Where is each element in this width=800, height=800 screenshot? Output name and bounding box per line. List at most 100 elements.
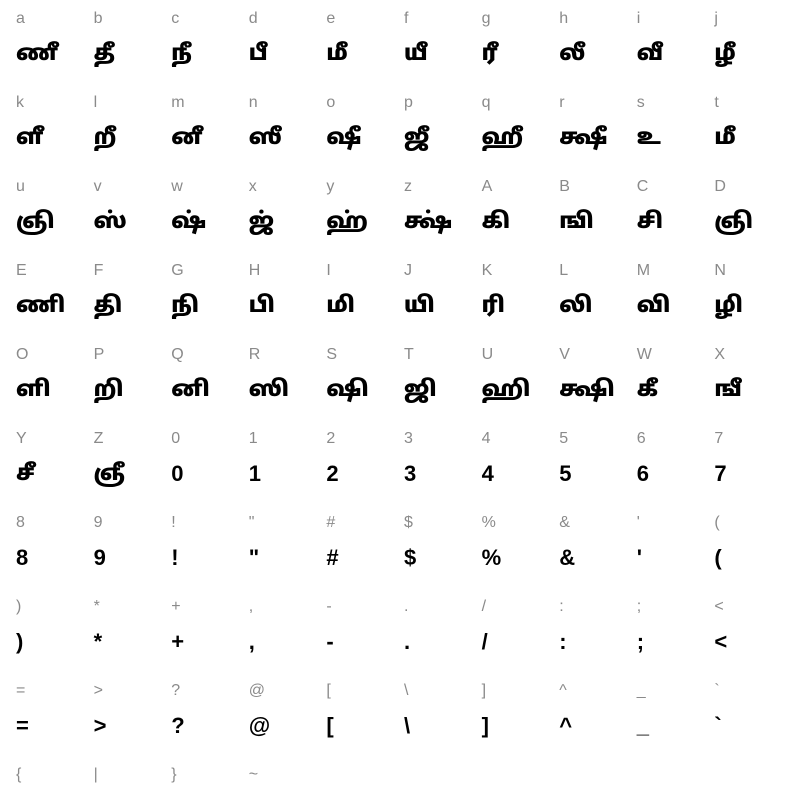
charmap-cell: Rஸி (249, 340, 327, 424)
charmap-cell: gரீ (482, 4, 560, 88)
charmap-glyph: [ (326, 706, 404, 746)
charmap-cell: || (94, 760, 172, 800)
charmap-label: m (171, 88, 249, 118)
charmap-glyph: ; (637, 622, 715, 662)
charmap-glyph: 9 (94, 538, 172, 578)
charmap-label: 8 (16, 508, 94, 538)
charmap-glyph: % (482, 538, 560, 578)
charmap-cell: ,, (249, 592, 327, 676)
character-map-grid: aணீbதீcநீdபீeமீfயீgரீhலீiவீjழீkளீlறீmனீn… (0, 0, 800, 800)
charmap-glyph: + (171, 622, 249, 662)
charmap-label: * (94, 592, 172, 622)
charmap-cell: mனீ (171, 88, 249, 172)
charmap-glyph: ஙீ (714, 370, 792, 410)
charmap-cell: 77 (714, 424, 792, 508)
charmap-label: | (94, 760, 172, 790)
charmap-label: . (404, 592, 482, 622)
charmap-glyph: பி (249, 286, 327, 326)
charmap-label: 5 (559, 424, 637, 454)
charmap-glyph: றீ (94, 118, 172, 158)
charmap-glyph: ஞீ (94, 454, 172, 494)
charmap-cell: "" (249, 508, 327, 592)
charmap-label: f (404, 4, 482, 34)
charmap-glyph: 0 (171, 454, 249, 494)
charmap-label: ' (637, 508, 715, 538)
charmap-cell: !! (171, 508, 249, 592)
charmap-glyph: = (16, 706, 94, 746)
charmap-glyph: , (249, 622, 327, 662)
charmap-label: b (94, 4, 172, 34)
charmap-label: s (637, 88, 715, 118)
charmap-label: d (249, 4, 327, 34)
charmap-cell: Bஙி (559, 172, 637, 256)
charmap-label: E (16, 256, 94, 286)
charmap-label: u (16, 172, 94, 202)
charmap-label: I (326, 256, 404, 286)
charmap-glyph: " (249, 538, 327, 578)
charmap-glyph: றி (94, 370, 172, 410)
charmap-glyph: தீ (94, 34, 172, 74)
charmap-cell: 11 (249, 424, 327, 508)
charmap-label: : (559, 592, 637, 622)
charmap-cell: $$ (404, 508, 482, 592)
charmap-cell: ** (94, 592, 172, 676)
charmap-cell: 33 (404, 424, 482, 508)
charmap-glyph: < (714, 622, 792, 662)
charmap-label: 2 (326, 424, 404, 454)
charmap-glyph: > (94, 706, 172, 746)
charmap-glyph: ரி (482, 286, 560, 326)
charmap-glyph: . (404, 622, 482, 662)
charmap-label: # (326, 508, 404, 538)
charmap-label: ( (714, 508, 792, 538)
charmap-cell: Oளி (16, 340, 94, 424)
charmap-glyph: | (94, 790, 172, 800)
charmap-cell: lறீ (94, 88, 172, 172)
charmap-glyph: ஙி (559, 202, 637, 242)
charmap-label: a (16, 4, 94, 34)
charmap-glyph: லி (559, 286, 637, 326)
charmap-glyph: ! (171, 538, 249, 578)
charmap-label: v (94, 172, 172, 202)
charmap-cell: aணீ (16, 4, 94, 88)
charmap-label: B (559, 172, 637, 202)
charmap-glyph: ழீ (714, 34, 792, 74)
charmap-label: { (16, 760, 94, 790)
charmap-label: J (404, 256, 482, 286)
charmap-glyph: $ (404, 538, 482, 578)
charmap-label: h (559, 4, 637, 34)
charmap-cell: ]] (482, 676, 560, 760)
charmap-glyph: வி (637, 286, 715, 326)
charmap-label: w (171, 172, 249, 202)
charmap-cell: )) (16, 592, 94, 676)
charmap-cell: cநீ (171, 4, 249, 88)
charmap-label: 4 (482, 424, 560, 454)
charmap-label: k (16, 88, 94, 118)
charmap-glyph: } (171, 790, 249, 800)
charmap-cell: `` (714, 676, 792, 760)
charmap-label: X (714, 340, 792, 370)
charmap-cell: xஜ் (249, 172, 327, 256)
charmap-label: Y (16, 424, 94, 454)
charmap-cell: ~~ (249, 760, 327, 800)
charmap-label: Q (171, 340, 249, 370)
charmap-label: > (94, 676, 172, 706)
charmap-cell: && (559, 508, 637, 592)
charmap-cell: tமீ (714, 88, 792, 172)
charmap-label: ) (16, 592, 94, 622)
charmap-glyph: நீ (171, 34, 249, 74)
charmap-cell: Wகீ (637, 340, 715, 424)
charmap-label: o (326, 88, 404, 118)
charmap-glyph: பீ (249, 34, 327, 74)
charmap-label: l (94, 88, 172, 118)
charmap-cell: Nழி (714, 256, 792, 340)
charmap-glyph: ஹீ (482, 118, 560, 158)
charmap-cell: 00 (171, 424, 249, 508)
charmap-cell: 22 (326, 424, 404, 508)
charmap-cell: Eணி (16, 256, 94, 340)
charmap-cell: Hபி (249, 256, 327, 340)
charmap-cell: :: (559, 592, 637, 676)
charmap-glyph: ஹ் (326, 202, 404, 242)
charmap-label: ` (714, 676, 792, 706)
charmap-label: } (171, 760, 249, 790)
charmap-cell: 66 (637, 424, 715, 508)
